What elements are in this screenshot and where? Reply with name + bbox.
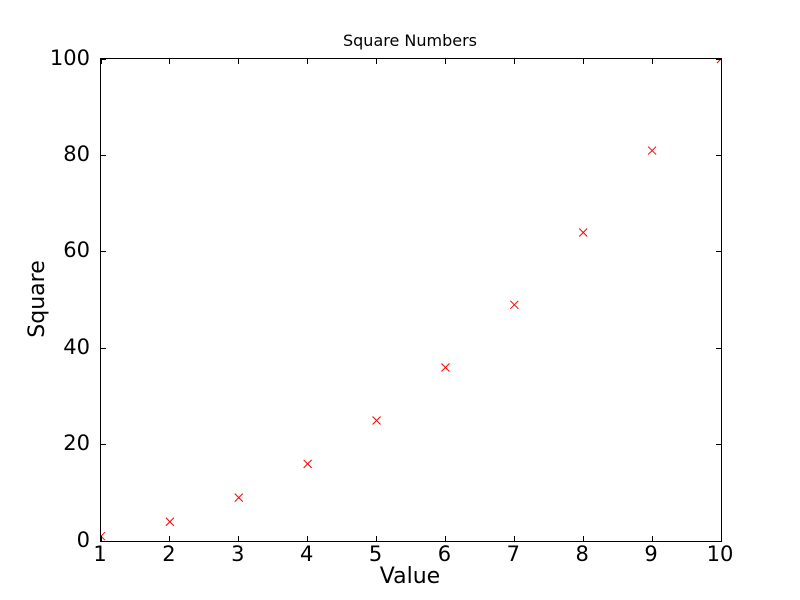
y-tick-left — [101, 251, 106, 253]
x-tick-bottom — [376, 536, 378, 541]
x-tick-label: 10 — [706, 542, 734, 566]
x-tick-bottom — [101, 536, 102, 541]
x-tick-bottom — [513, 536, 515, 541]
x-tick-top — [169, 59, 171, 64]
x-axis-label: Value — [379, 564, 441, 589]
x-tick-top — [582, 59, 584, 64]
x-tick-bottom — [720, 536, 721, 541]
y-tick-label: 100 — [49, 45, 90, 70]
x-tick-top — [720, 59, 721, 64]
x-tick-label: 2 — [162, 542, 176, 566]
y-tick-label: 80 — [63, 141, 90, 166]
y-tick-right — [716, 347, 721, 349]
y-tick-right — [716, 59, 721, 60]
x-tick-bottom — [238, 536, 240, 541]
scatter-point-path — [101, 59, 721, 541]
x-tick-label: 3 — [231, 542, 245, 566]
y-tick-right — [716, 444, 721, 446]
scatter-markers — [101, 59, 721, 541]
y-tick-label: 40 — [63, 334, 90, 359]
y-tick-left — [101, 59, 106, 60]
x-tick-label: 6 — [437, 542, 452, 566]
y-tick-left — [101, 540, 106, 541]
chart-title: Square Numbers — [342, 31, 478, 50]
x-tick-top — [307, 59, 309, 64]
x-tick-label: 7 — [506, 542, 521, 566]
x-tick-top — [101, 59, 102, 64]
y-tick-left — [101, 154, 106, 156]
x-tick-label: 5 — [368, 542, 383, 566]
y-tick-label: 20 — [63, 431, 90, 456]
y-tick-right — [716, 251, 721, 253]
x-tick-top — [444, 59, 446, 64]
x-tick-bottom — [169, 536, 171, 541]
y-tick-right — [716, 540, 721, 541]
x-tick-label: 1 — [93, 542, 107, 566]
x-tick-label: 9 — [644, 542, 658, 566]
plot-area — [100, 58, 722, 542]
y-tick-label: 0 — [76, 527, 90, 552]
x-tick-top — [651, 59, 653, 64]
x-tick-top — [376, 59, 378, 64]
y-tick-left — [101, 347, 106, 349]
x-tick-bottom — [582, 536, 584, 541]
y-axis-label: Square — [24, 260, 50, 338]
y-tick-right — [716, 154, 721, 156]
x-tick-label: 4 — [299, 542, 314, 566]
x-tick-bottom — [651, 536, 653, 541]
y-tick-left — [101, 444, 106, 446]
y-tick-label: 60 — [63, 238, 90, 263]
x-tick-top — [513, 59, 515, 64]
x-tick-bottom — [444, 536, 446, 541]
x-tick-label: 8 — [575, 542, 589, 566]
x-tick-bottom — [307, 536, 309, 541]
x-tick-top — [238, 59, 240, 64]
